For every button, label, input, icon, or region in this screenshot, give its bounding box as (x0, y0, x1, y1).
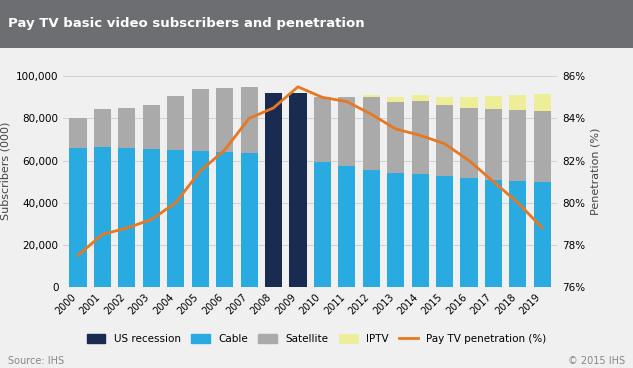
Bar (363, 98, 380, 170)
Bar (460, 98, 478, 108)
Bar (363, 95, 380, 98)
Bar (192, 151, 209, 287)
Bar (289, 159, 306, 287)
Bar (387, 102, 404, 173)
Bar (510, 110, 527, 181)
Bar (216, 88, 233, 152)
Bar (70, 118, 87, 148)
Bar (411, 95, 429, 100)
Bar (387, 98, 404, 102)
Bar (485, 96, 502, 109)
Bar (387, 173, 404, 287)
Bar (167, 150, 184, 287)
Text: Pay TV basic video subscribers and penetration: Pay TV basic video subscribers and penet… (8, 17, 364, 31)
Bar (118, 108, 135, 148)
Bar (534, 182, 551, 287)
Bar (510, 95, 527, 110)
Text: © 2015 IHS: © 2015 IHS (568, 356, 625, 366)
Bar (411, 174, 429, 287)
Bar (289, 93, 306, 287)
Bar (485, 109, 502, 180)
Bar (436, 105, 453, 176)
Bar (436, 176, 453, 287)
Y-axis label: Penetration (%): Penetration (%) (591, 127, 601, 215)
Bar (534, 111, 551, 182)
Bar (314, 162, 331, 287)
Bar (460, 108, 478, 178)
Bar (338, 98, 355, 166)
Bar (241, 153, 258, 287)
Bar (167, 96, 184, 150)
Bar (289, 93, 306, 159)
Bar (118, 148, 135, 287)
Bar (265, 154, 282, 287)
Bar (314, 98, 331, 162)
Bar (265, 93, 282, 287)
Bar (94, 147, 111, 287)
Text: Source: IHS: Source: IHS (8, 356, 64, 366)
Bar (216, 152, 233, 287)
Bar (338, 166, 355, 287)
Bar (265, 93, 282, 154)
Bar (241, 87, 258, 153)
Bar (436, 98, 453, 105)
Bar (142, 149, 160, 287)
Bar (363, 170, 380, 287)
Bar (94, 109, 111, 147)
Bar (142, 105, 160, 149)
Bar (70, 148, 87, 287)
Bar (192, 89, 209, 151)
Bar (411, 100, 429, 174)
Bar (485, 180, 502, 287)
Bar (510, 181, 527, 287)
Y-axis label: Subscribers (000): Subscribers (000) (1, 122, 10, 220)
Legend: US recession, Cable, Satellite, IPTV, Pay TV penetration (%): US recession, Cable, Satellite, IPTV, Pa… (82, 330, 551, 348)
Bar (460, 178, 478, 287)
Bar (534, 94, 551, 111)
